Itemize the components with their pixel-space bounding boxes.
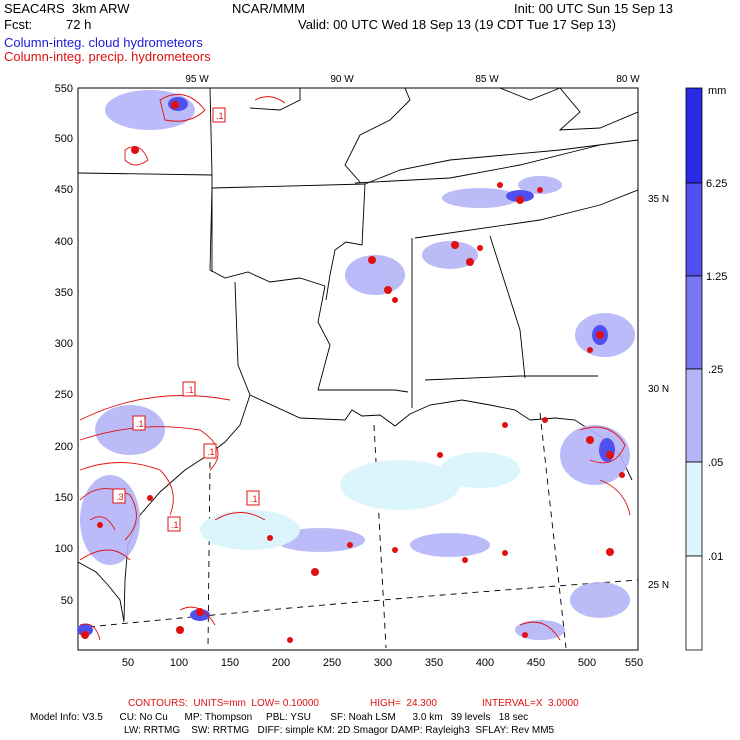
x-axis-ticks: 50 100 150 200 250 300 350 400 450 500 5… — [122, 657, 643, 669]
x-tick: 500 — [578, 657, 596, 669]
colorbar-label: 6.25 — [706, 178, 727, 190]
cloud-pale-field — [200, 452, 520, 550]
footer-interval: INTERVAL=X 3.0000 — [482, 698, 579, 709]
header-fcst-label: Fcst: — [4, 17, 33, 32]
lat-label: 30 N — [648, 384, 669, 395]
colorbar-unit: mm — [708, 85, 726, 97]
plot-frame — [77, 87, 639, 651]
y-tick: 500 — [55, 133, 73, 145]
header-valid: Valid: 00 UTC Wed 18 Sep 13 (19 CDT Tue … — [298, 17, 616, 32]
footer-contours: CONTOURS: UNITS=mm LOW= 0.10000 — [128, 698, 319, 709]
colorbar-segment — [685, 555, 703, 651]
x-tick: 200 — [272, 657, 290, 669]
colorbar-label: 1.25 — [706, 271, 727, 283]
colorbar-segment — [685, 461, 703, 557]
footer-model-info-2: LW: RRTMG SW: RRTMG DIFF: simple KM: 2D … — [124, 725, 555, 736]
lon-label: 95 W — [185, 74, 209, 85]
x-tick: 50 — [122, 657, 134, 669]
lon-label: 90 W — [330, 74, 354, 85]
x-tick: 300 — [374, 657, 392, 669]
latitude-labels: 35 N 30 N 25 N — [648, 194, 669, 591]
colorbar-segment — [685, 368, 703, 463]
x-tick: 550 — [625, 657, 643, 669]
contour-label: .1 — [207, 447, 215, 457]
contour-label: .1 — [186, 385, 194, 395]
y-tick: 400 — [55, 236, 73, 248]
header-project: SEAC4RS 3km ARW — [4, 1, 130, 16]
longitude-labels: 95 W 90 W 85 W 80 W — [185, 74, 640, 85]
field-cloud-label: Column-integ. cloud hydrometeors — [4, 35, 203, 50]
colorbar-segment — [685, 182, 703, 277]
colorbar-labels: mm 6.25 1.25 .25 .05 .01 — [706, 85, 727, 563]
boundaries — [77, 87, 639, 623]
y-tick: 250 — [55, 389, 73, 401]
colorbar-segment — [685, 87, 703, 184]
contour-label: .1 — [216, 111, 224, 121]
y-tick: 550 — [55, 83, 73, 95]
contour-label: .3 — [116, 492, 124, 502]
y-tick: 100 — [55, 543, 73, 555]
colorbar — [685, 87, 703, 651]
colorbar-label: .01 — [708, 551, 723, 563]
lat-label: 25 N — [648, 580, 669, 591]
contour-label-boxes: .1 .1 .1 .1 .1 .3 .1 — [112, 107, 260, 532]
colorbar-segment — [685, 275, 703, 370]
x-tick: 400 — [476, 657, 494, 669]
x-tick: 350 — [425, 657, 443, 669]
x-tick: 450 — [527, 657, 545, 669]
y-tick: 350 — [55, 287, 73, 299]
lat-label: 35 N — [648, 194, 669, 205]
precip-cells — [81, 101, 625, 643]
footer-high: HIGH= 24.300 — [370, 698, 437, 709]
lon-label: 80 W — [616, 74, 640, 85]
x-tick: 100 — [170, 657, 188, 669]
contour-label: .1 — [171, 520, 179, 530]
colorbar-label: .05 — [708, 457, 723, 469]
y-tick: 450 — [55, 184, 73, 196]
y-tick: 150 — [55, 492, 73, 504]
x-tick: 250 — [323, 657, 341, 669]
footer-model-info: Model Info: V3.5 CU: No Cu MP: Thompson … — [30, 712, 529, 723]
cloud-light-field — [80, 90, 635, 640]
header-center: NCAR/MMM — [232, 1, 305, 16]
field-precip-label: Column-integ. precip. hydrometeors — [4, 49, 211, 64]
y-tick: 300 — [55, 338, 73, 350]
header-fcst-value: 72 h — [66, 17, 92, 32]
contour-label: .1 — [250, 494, 258, 504]
y-tick: 50 — [61, 595, 73, 607]
colorbar-label: .25 — [708, 364, 723, 376]
x-tick: 150 — [221, 657, 239, 669]
y-axis-ticks: 50 100 150 200 250 300 350 400 450 500 5… — [55, 83, 73, 607]
header-init: Init: 00 UTC Sun 15 Sep 13 — [514, 1, 673, 16]
lon-label: 85 W — [475, 74, 499, 85]
contour-label: .1 — [136, 419, 144, 429]
y-tick: 200 — [55, 441, 73, 453]
